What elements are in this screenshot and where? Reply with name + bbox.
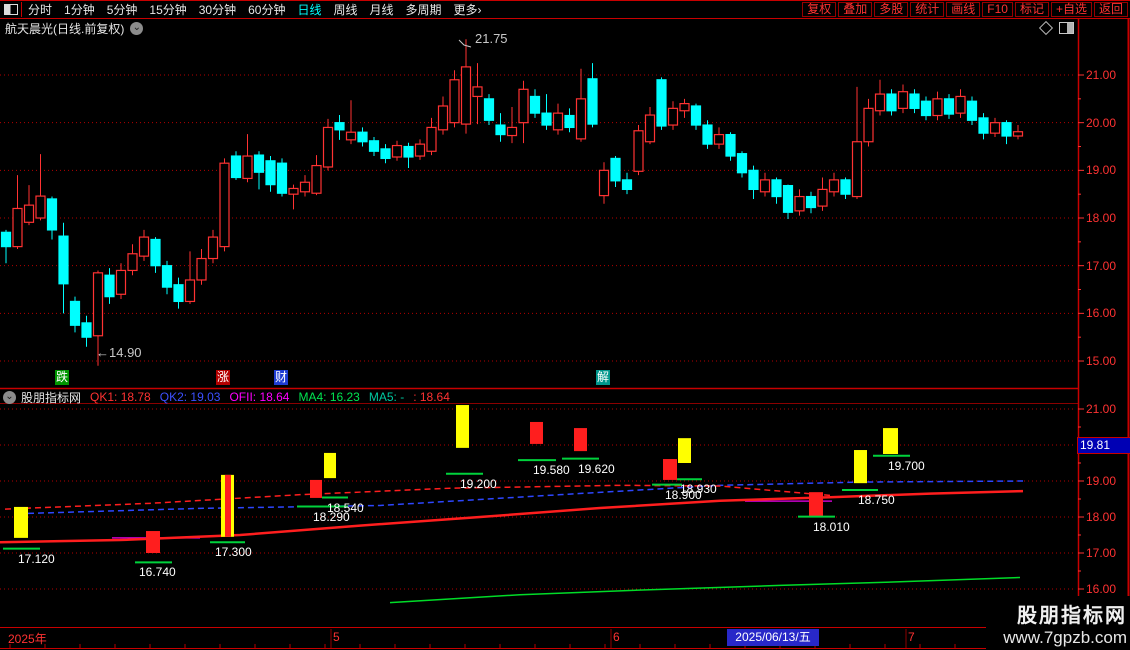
- menu-item-更多›[interactable]: 更多›: [453, 3, 482, 17]
- signal-value-label: 18.540: [327, 500, 364, 515]
- indicator-value-2: OFII: 18.64: [229, 390, 290, 404]
- indicator-axis-label: 16.00: [1086, 582, 1117, 596]
- signal-value-label: 17.120: [18, 551, 55, 566]
- low-annotation: ←14.90: [96, 345, 142, 360]
- chart-title: 航天晨光(日线.前复权): [5, 22, 125, 36]
- price-axis-label: 15.00: [1086, 354, 1117, 369]
- indicator-axis-label: 18.00: [1086, 510, 1117, 524]
- period-menu: 分时 1分钟 5分钟 15分钟 30分钟 60分钟 日线 周线 月线 多周期 更多›: [22, 2, 488, 17]
- signal-value-label: 19.700: [888, 458, 925, 473]
- tool-button-叠加[interactable]: 叠加: [838, 2, 873, 17]
- price-axis-label: 19.00: [1086, 163, 1117, 178]
- signal-value-label: 19.580: [533, 463, 570, 478]
- signal-value-label: 19.200: [460, 476, 497, 491]
- window-menu-button[interactable]: [0, 2, 22, 17]
- title-row: 航天晨光(日线.前复权) ⌄: [5, 20, 144, 37]
- indicator-value-3: MA4: 16.23: [298, 390, 360, 404]
- top-menu-bar: 分时 1分钟 5分钟 15分钟 30分钟 60分钟 日线 周线 月线 多周期 更多› 复权 叠加 多股统…: [0, 0, 1130, 19]
- indicator-name: 股朋指标网: [21, 390, 82, 405]
- diamond-icon[interactable]: [1038, 20, 1054, 36]
- date-axis-tick-7: 7: [908, 630, 915, 644]
- chevron-down-icon[interactable]: ⌄: [130, 22, 144, 35]
- menu-item-周线[interactable]: 周线: [333, 3, 358, 17]
- indicator-value-5: : 18.64: [413, 390, 450, 404]
- date-axis-year: 2025年: [8, 632, 47, 646]
- signal-value-label: 18.290: [313, 509, 350, 524]
- tool-button-复权[interactable]: 复权: [802, 2, 837, 17]
- signal-value-label: 18.900: [665, 487, 702, 502]
- menu-item-1分钟[interactable]: 1分钟: [64, 3, 95, 17]
- watermark: 股朋指标网 www.7gpzb.com: [986, 596, 1130, 650]
- price-axis-label: 20.00: [1086, 115, 1117, 130]
- window-icon: [3, 4, 18, 15]
- signal-value-label: 16.740: [139, 565, 176, 580]
- menu-item-日线[interactable]: 日线: [297, 3, 322, 17]
- signal-value-label: 18.750: [858, 493, 895, 507]
- indicator-header: ⌄ 股朋指标网 QK1: 18.78 QK2: 19.03 OFII: 18.64 M…: [3, 390, 450, 405]
- tool-button-画线[interactable]: 画线: [946, 2, 981, 17]
- tool-button-统计[interactable]: 统计: [910, 2, 945, 17]
- event-marker-财[interactable]: 财: [274, 370, 288, 385]
- menu-item-30分钟[interactable]: 30分钟: [198, 3, 237, 17]
- title-icons: [1038, 20, 1074, 36]
- menu-item-5分钟[interactable]: 5分钟: [106, 3, 138, 17]
- signal-value-label: 18.930: [680, 481, 717, 496]
- tool-button-多股[interactable]: 多股: [874, 2, 909, 17]
- tool-button-返回[interactable]: 返回: [1093, 2, 1128, 17]
- watermark-site-name: 股朋指标网: [1017, 605, 1127, 627]
- price-axis-label: 21.00: [1086, 68, 1117, 82]
- tool-button-F10[interactable]: F10: [982, 2, 1013, 17]
- indicator-axis-label: 17.00: [1086, 546, 1117, 560]
- date-axis-tick-6: 6: [613, 630, 620, 644]
- signal-value-label: 19.620: [578, 461, 615, 476]
- event-marker-跌[interactable]: 跌: [55, 370, 69, 385]
- indicator-value-1: QK2: 19.03: [159, 390, 221, 404]
- signal-value-label: 18.010: [813, 519, 850, 534]
- price-axis-label: 17.00: [1086, 258, 1117, 273]
- price-axis-label: 18.00: [1086, 211, 1117, 225]
- menu-item-分时[interactable]: 分时: [28, 3, 53, 17]
- tool-button-标记[interactable]: 标记: [1014, 2, 1049, 17]
- menu-item-15分钟[interactable]: 15分钟: [149, 3, 187, 17]
- event-marker-涨[interactable]: 涨: [216, 370, 230, 385]
- menu-item-多周期[interactable]: 多周期: [405, 3, 442, 17]
- watermark-url: www.7gpzb.com: [1003, 628, 1127, 647]
- high-annotation: 21.75: [475, 31, 508, 46]
- indicator-axis-label: 21.00: [1086, 402, 1117, 416]
- tool-menu: 复权 叠加 多股 统计 画线 F10 标记 +自选 返回: [800, 2, 1130, 17]
- current-date-badge: 2025/06/13/五: [727, 629, 819, 646]
- indicator-value-0: QK1: 18.78: [90, 390, 151, 404]
- split-panel-icon[interactable]: [1059, 22, 1074, 34]
- indicator-axis-label: 19.00: [1086, 474, 1117, 488]
- indicator-value-4: MA5: -: [368, 390, 405, 404]
- signal-value-label: 17.300: [215, 545, 252, 560]
- tool-button-+自选[interactable]: +自选: [1050, 2, 1092, 17]
- price-axis-label: 16.00: [1086, 306, 1117, 321]
- event-marker-解[interactable]: 解: [596, 370, 610, 385]
- date-axis-tick-5: 5: [333, 630, 340, 644]
- last-value-badge: 19.81: [1077, 437, 1130, 454]
- menu-item-月线[interactable]: 月线: [369, 3, 394, 17]
- menu-item-60分钟[interactable]: 60分钟: [248, 3, 286, 17]
- collapse-chevron-icon[interactable]: ⌄: [3, 390, 16, 404]
